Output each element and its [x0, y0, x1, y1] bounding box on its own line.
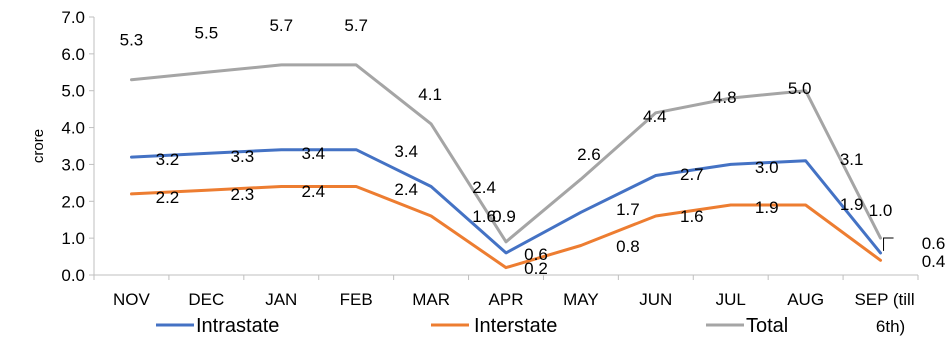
data-label-intrastate: 0.6: [524, 245, 548, 264]
data-label-intrastate: 1.7: [616, 200, 640, 219]
data-label-interstate: 0.8: [616, 237, 640, 256]
y-tick-label: 3.0: [61, 155, 85, 174]
x-tick-label: FEB: [340, 290, 373, 309]
legend-label-intrastate: Intrastate: [196, 315, 279, 337]
y-tick-label: 7.0: [61, 8, 85, 27]
data-label-total: 5.3: [120, 31, 144, 50]
y-axis-title: crore: [30, 129, 47, 163]
data-label-interstate: 1.6: [680, 207, 704, 226]
x-tick-label: MAY: [563, 290, 599, 309]
data-label-interstate: 2.3: [231, 185, 255, 204]
y-tick-label: 5.0: [61, 82, 85, 101]
x-tick-label: JUL: [716, 290, 746, 309]
data-label-total: 1.0: [869, 201, 893, 220]
x-tick-label: AUG: [787, 290, 824, 309]
data-label-interstate: 0.2: [524, 259, 548, 278]
data-label-intrastate: 0.6: [922, 234, 946, 253]
data-label-intrastate: 3.3: [231, 147, 255, 166]
data-label-intrastate: 3.4: [301, 144, 325, 163]
data-label-total: 5.7: [269, 16, 293, 35]
chart-legend: Intrastate Interstate Total: [156, 315, 788, 337]
data-label-total: 4.8: [713, 88, 737, 107]
y-tick-label: 0.0: [61, 266, 85, 285]
data-label-intrastate: 2.4: [472, 178, 496, 197]
y-tick-label: 1.0: [61, 229, 85, 248]
chart-series-lines: [130, 63, 882, 270]
data-label-total: 5.7: [344, 16, 368, 35]
data-label-intrastate: 3.1: [840, 150, 864, 169]
series-line-intrastate: [130, 148, 882, 255]
x-tick-label: MAR: [412, 290, 450, 309]
legend-label-interstate: Interstate: [474, 315, 557, 337]
data-label-leader-line: [883, 237, 894, 251]
y-tick-label: 2.0: [61, 192, 85, 211]
data-label-total: 4.1: [418, 85, 442, 104]
y-tick-label: 6.0: [61, 45, 85, 64]
data-label-total: 5.0: [788, 79, 812, 98]
chart-data-labels: 5.3 5.5 5.7 5.7 4.1 0.9 2.6 4.4 4.8 5.0 1.0 3.2 3.3 3…: [120, 16, 946, 278]
series-line-interstate: [130, 185, 882, 270]
series-line-total: [130, 63, 882, 244]
data-label-intrastate: 3.4: [394, 142, 418, 161]
data-label-intrastate: 3.0: [755, 158, 779, 177]
data-label-interstate: 1.9: [755, 198, 779, 217]
x-tick-label: APR: [489, 290, 524, 309]
data-label-interstate: 1.6: [472, 207, 496, 226]
data-label-interstate: 2.4: [301, 182, 325, 201]
data-label-total: 4.4: [643, 107, 667, 126]
x-tick-label: SEP (till: [854, 290, 914, 309]
data-label-total: 0.9: [492, 207, 516, 226]
data-label-intrastate: 3.2: [156, 150, 180, 169]
data-label-total: 5.5: [195, 23, 219, 42]
data-label-interstate: 1.9: [840, 195, 864, 214]
x-tick-label: JAN: [265, 290, 297, 309]
y-tick-label: 4.0: [61, 119, 85, 138]
chart-axes: 0.0 1.0 2.0 3.0 4.0 5.0 6.0 7.0 crore NOV DEC JAN FE…: [30, 8, 919, 336]
x-tick-label: DEC: [188, 290, 224, 309]
data-label-total: 2.6: [577, 145, 601, 164]
x-tick-label-line2: 6th): [876, 317, 905, 336]
x-tick-label: JUN: [639, 290, 672, 309]
x-tick-label: NOV: [113, 290, 151, 309]
data-label-intrastate: 2.7: [680, 165, 704, 184]
data-label-interstate: 2.4: [394, 180, 418, 199]
data-label-interstate: 0.4: [922, 252, 946, 271]
data-label-interstate: 2.2: [156, 188, 180, 207]
legend-label-total: Total: [746, 315, 788, 337]
